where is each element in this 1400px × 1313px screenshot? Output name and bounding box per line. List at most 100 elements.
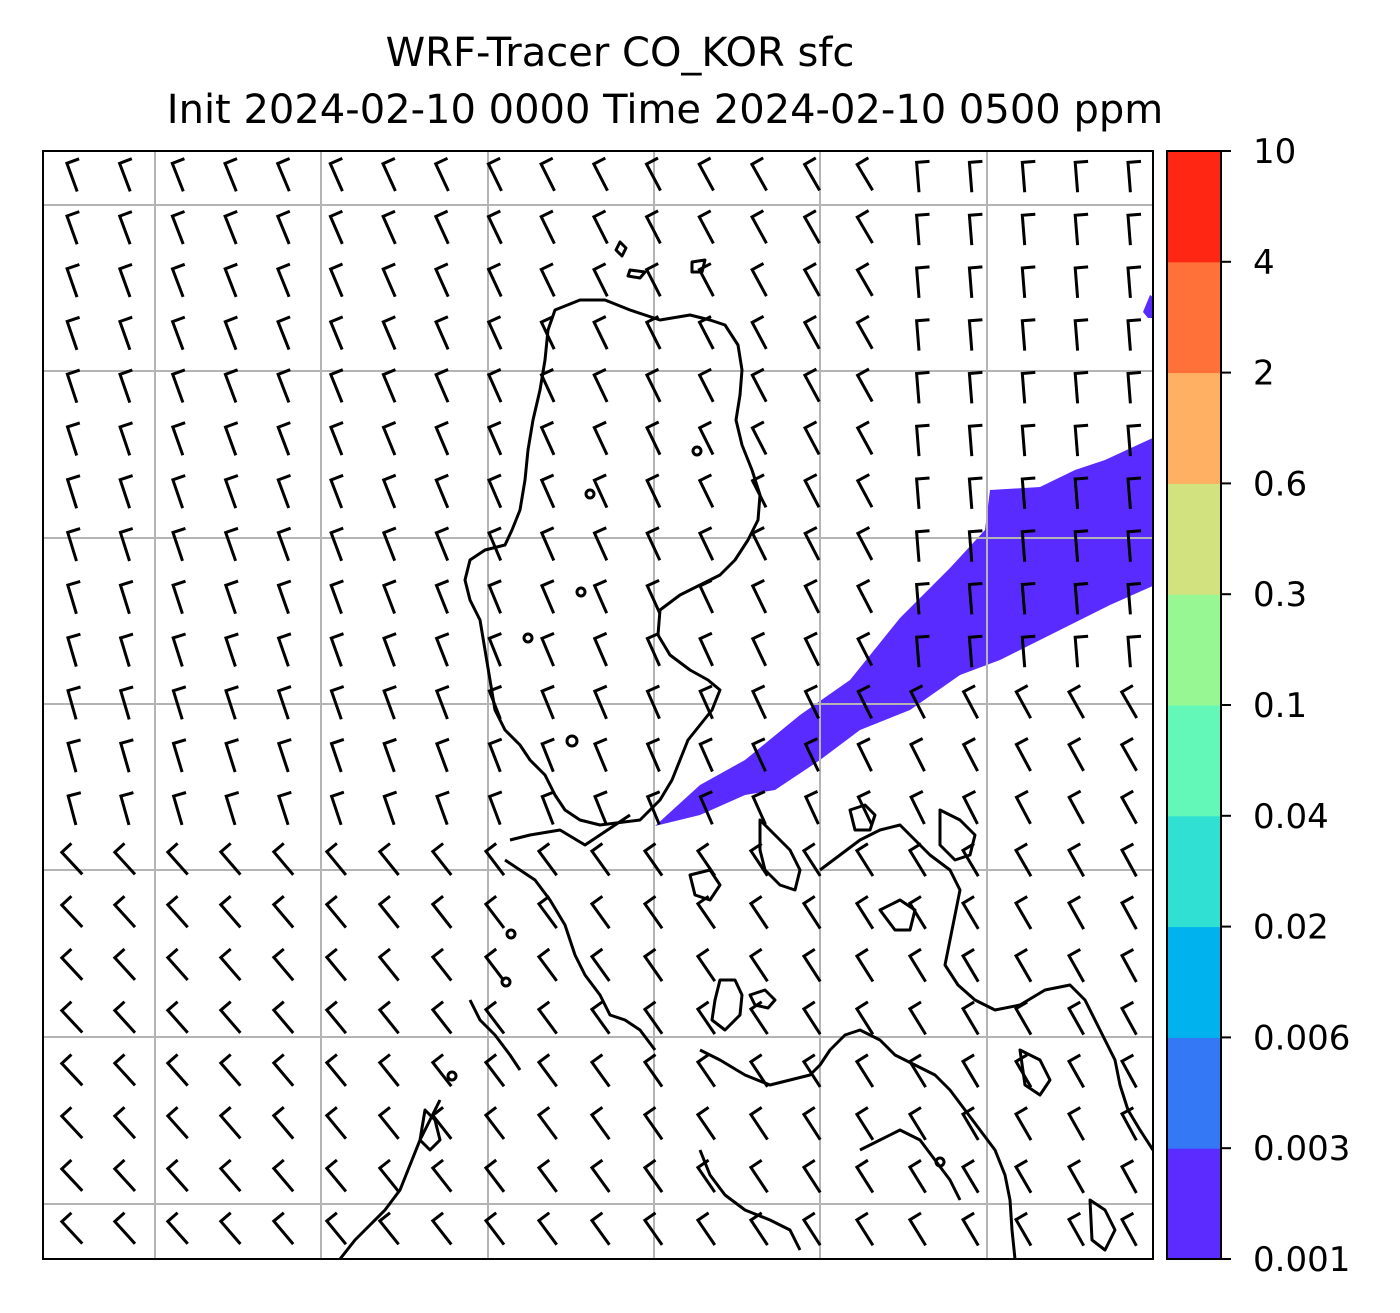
wind-barb (589, 895, 611, 930)
wind-barb (967, 476, 983, 510)
wind-barb (645, 684, 661, 720)
wind-barb (855, 473, 874, 508)
wind-barb (645, 526, 662, 561)
wind-barb (960, 1159, 980, 1194)
colorbar-tick-label: 2 (1253, 354, 1275, 394)
wind-barb (960, 948, 980, 983)
colorbar-segment (1167, 372, 1221, 484)
wind-barb (435, 790, 450, 826)
colorbar-tick-label: 0.003 (1253, 1129, 1350, 1169)
wind-barb (1126, 159, 1142, 193)
wind-barb (171, 632, 187, 667)
wind-barb (591, 209, 609, 245)
wind-barb (589, 1000, 611, 1035)
colorbar-segment (1167, 1037, 1221, 1149)
tracer-plume (655, 437, 1153, 826)
colorbar-tick-label: 0.6 (1253, 464, 1307, 504)
wind-barb (218, 1053, 242, 1087)
map-title-line1: WRF-Tracer CO_KOR sfc (385, 30, 855, 76)
wind-barb (1119, 1106, 1138, 1142)
wind-barb (66, 632, 81, 668)
wind-barb (223, 474, 239, 509)
wind-barb (170, 368, 186, 404)
wind-barb (695, 1106, 717, 1141)
wind-barb (65, 315, 81, 351)
wind-barb (118, 368, 133, 404)
wind-barb (855, 420, 874, 456)
wind-barb (1119, 1000, 1138, 1036)
wind-barb (1126, 476, 1142, 510)
colorbar-segment (1167, 151, 1221, 263)
colorbar-tick-label: 0.006 (1253, 1018, 1350, 1058)
wind-barb (324, 895, 348, 929)
wind-barb (329, 579, 344, 615)
wind-barb (1014, 684, 1033, 719)
wind-barb (748, 947, 769, 983)
wind-barb (539, 420, 556, 456)
wind-barb (1066, 948, 1086, 983)
wind-barb (118, 632, 134, 668)
wind-barb (382, 737, 397, 773)
wind-barb (218, 947, 242, 982)
wind-barb (642, 1053, 664, 1088)
wind-barb (118, 527, 134, 562)
wind-barb (539, 473, 556, 509)
tracer-patch-ne (1143, 295, 1153, 318)
colorbar-tick-label: 0.1 (1253, 686, 1307, 726)
wind-barb (695, 895, 717, 930)
colorbar-tick-label: 0.04 (1253, 797, 1329, 837)
wind-barb (750, 526, 768, 561)
wind-barb (748, 1053, 769, 1088)
wind-barb (119, 791, 134, 826)
wind-barb (1073, 423, 1089, 457)
wind-barb (165, 1158, 189, 1193)
colorbar-segment (1167, 261, 1221, 374)
wind-barb (1119, 789, 1138, 825)
wind-barb (591, 262, 609, 297)
wind-barb (381, 368, 397, 403)
wind-barb (112, 1053, 137, 1087)
wind-barb (592, 420, 609, 456)
wind-barb (483, 1158, 506, 1193)
wind-barb (1020, 423, 1036, 457)
wind-barb (591, 156, 609, 192)
wind-barb (854, 1106, 875, 1141)
colorbar-tick-label: 0.02 (1253, 908, 1329, 948)
wind-barb (165, 947, 189, 981)
wind-barb (377, 1158, 400, 1193)
wind-barb (802, 314, 821, 350)
wind-barb (801, 1158, 822, 1194)
wind-barb (698, 684, 714, 720)
colorbar-segment (1167, 815, 1221, 928)
wind-barb (218, 1000, 242, 1034)
wind-barb (1014, 789, 1032, 825)
wind-barb (165, 1106, 189, 1140)
wind-barb (914, 582, 930, 615)
wind-barb (165, 1053, 189, 1087)
colorbar-frame (1166, 150, 1222, 1260)
wind-barb (1066, 1159, 1086, 1194)
wind-barb (856, 684, 873, 720)
wind-barb (430, 895, 453, 929)
wind-barb (539, 526, 556, 562)
wind-barb (223, 421, 239, 456)
wind-barb (377, 1053, 400, 1087)
wind-barb (434, 579, 450, 614)
wind-barb (803, 737, 820, 772)
wind-barb (645, 579, 662, 614)
wind-barb (271, 895, 295, 929)
wind-barb (382, 685, 397, 720)
wind-barb (170, 157, 185, 192)
wind-barb (750, 631, 768, 667)
wind-barb (276, 738, 292, 773)
wind-barb (748, 1000, 769, 1035)
wind-barb (1126, 212, 1142, 246)
wind-barb (908, 737, 926, 772)
wind-barb (223, 526, 239, 562)
wind-barb (967, 423, 983, 457)
wind-barb (487, 684, 503, 720)
wind-barb (483, 842, 506, 877)
wind-barb (907, 1106, 927, 1141)
wind-barb (59, 1053, 84, 1087)
wind-barb (59, 1000, 84, 1034)
